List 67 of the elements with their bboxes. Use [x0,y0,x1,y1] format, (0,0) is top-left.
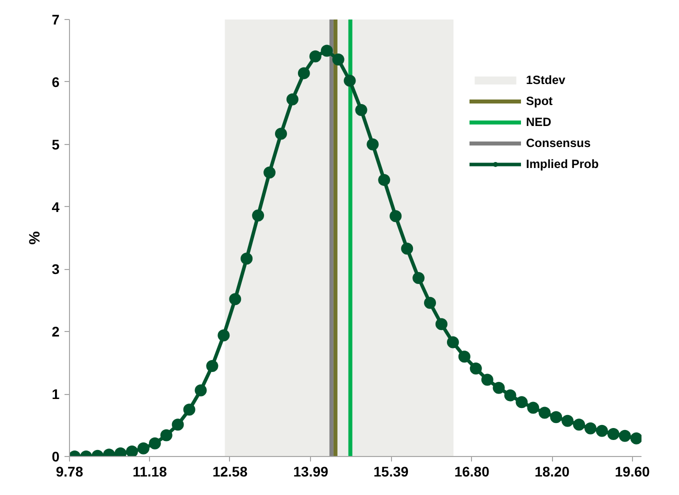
y-tick-label: 6 [52,74,60,90]
point [424,296,436,309]
point [252,210,264,222]
y-tick-label: 2 [52,324,60,340]
point [562,414,574,427]
point [390,210,402,222]
point [470,362,482,374]
point [344,74,356,87]
point [320,44,333,57]
point [172,418,184,431]
point [355,104,368,116]
legend-label: 1Stdev [526,73,566,87]
x-tick-label: 13.99 [293,464,329,480]
point [504,389,516,402]
point [446,336,459,348]
legend-label: Implied Prob [526,157,599,171]
point [183,404,196,416]
y-tick-label: 4 [52,198,60,215]
point [126,446,138,456]
legend-label: Spot [526,94,553,108]
point [481,374,494,386]
point [527,402,540,414]
point [538,406,551,419]
x-tick-label: 18.20 [534,464,570,480]
x-tick-label: 12.58 [212,464,248,480]
point [584,422,596,434]
x-tick-label: 15.39 [374,464,409,480]
point [309,50,322,62]
point [435,318,448,330]
legend-label: NED [526,115,552,129]
legend-label: Consensus [526,136,591,150]
point [630,432,642,444]
y-axis-title: % [26,231,44,245]
point [573,418,586,431]
point [401,242,414,255]
point [148,437,161,450]
y-tick-label: 3 [52,261,60,278]
point [332,53,344,66]
point [274,128,287,140]
point [550,411,562,424]
x-tick-label: 11.18 [132,464,168,480]
point [194,384,207,396]
point [229,293,242,306]
y-tick-label: 5 [52,136,60,152]
point [206,360,218,372]
point [264,166,276,178]
point [218,329,230,342]
point [137,442,150,454]
point [160,429,172,442]
point [286,93,298,106]
point [298,67,310,80]
x-tick-label: 16.80 [454,464,490,480]
point [378,174,390,186]
point [596,424,608,437]
point [607,428,620,440]
point [366,138,379,150]
point [240,252,253,265]
point [412,272,425,284]
point [492,382,505,394]
x-tick-label: 19.60 [614,464,650,480]
point [516,396,528,408]
y-tick-label: 0 [52,448,60,464]
y-tick-label: 1 [52,386,60,402]
x-tick-label: 9.78 [56,464,84,480]
point [458,350,470,363]
point [618,430,631,442]
y-tick-label: 7 [52,12,60,28]
